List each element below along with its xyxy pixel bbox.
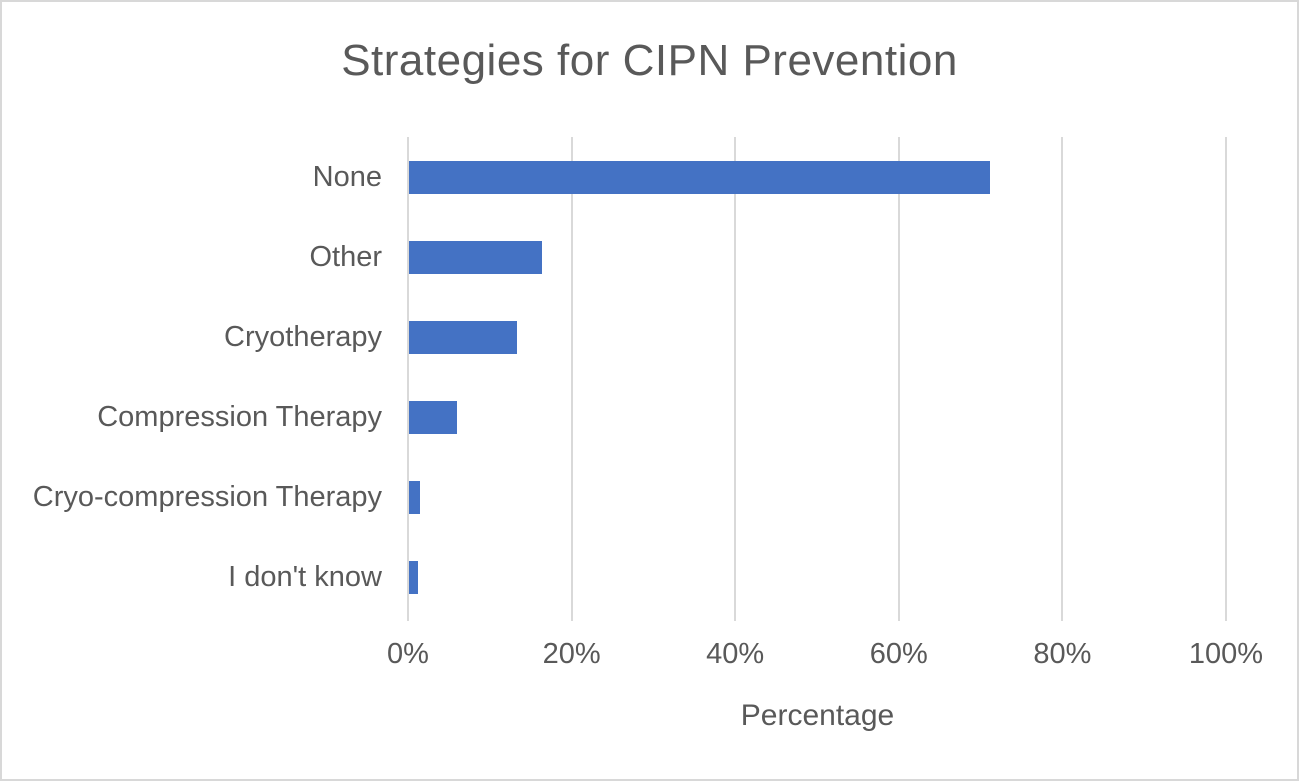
gridline-20 xyxy=(570,137,573,621)
category-label-i-don-t-know: I don't know xyxy=(228,561,382,593)
chart-title: Strategies for CIPN Prevention xyxy=(341,36,958,85)
plot-area xyxy=(407,137,1227,621)
bar-i-don-t-know xyxy=(409,560,418,594)
category-label-other: Other xyxy=(309,241,382,273)
x-tick-label-0: 0% xyxy=(387,638,429,670)
x-tick-label-40: 40% xyxy=(706,638,765,670)
bar-cryo-compression-therapy xyxy=(409,480,421,514)
x-tick-label-20: 20% xyxy=(542,638,601,670)
x-tick-label-60: 60% xyxy=(869,638,928,670)
x-tick-label-80: 80% xyxy=(1033,638,1092,670)
bar-compression-therapy xyxy=(409,400,458,434)
gridline-80 xyxy=(1061,137,1064,621)
category-label-none: None xyxy=(312,161,382,193)
gridline-0 xyxy=(407,137,409,621)
gridline-100 xyxy=(1225,137,1227,621)
bar-cryotherapy xyxy=(409,320,517,354)
bar-none xyxy=(409,160,990,194)
x-tick-label-100: 100% xyxy=(1188,638,1264,670)
category-label-cryo-compression-therapy: Cryo-compression Therapy xyxy=(32,481,382,513)
category-label-cryotherapy: Cryotherapy xyxy=(224,321,382,353)
gridline-60 xyxy=(897,137,900,621)
bar-other xyxy=(409,240,543,274)
category-label-compression-therapy: Compression Therapy xyxy=(97,401,382,433)
gridline-40 xyxy=(734,137,737,621)
x-axis-title: Percentage xyxy=(740,699,895,732)
